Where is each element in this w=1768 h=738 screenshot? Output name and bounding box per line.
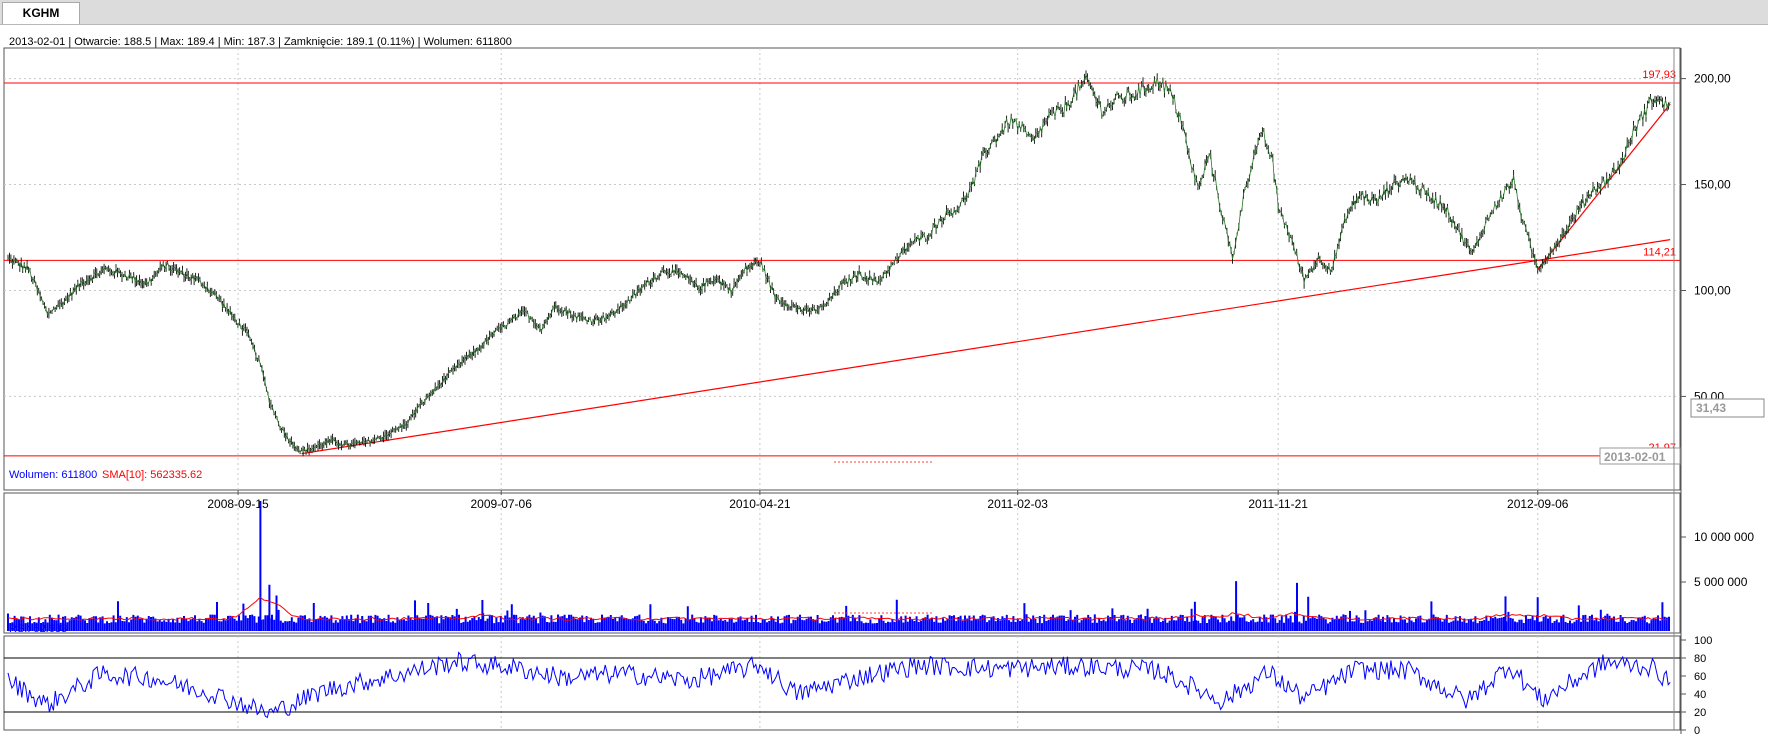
volume-bars xyxy=(7,501,1670,631)
current-value-text: 31,43 xyxy=(1696,401,1726,415)
volume-sma-line xyxy=(7,596,1669,621)
rsi-y-tick-label: 100 xyxy=(1694,635,1712,647)
x-tick-label: 2009-07-06 xyxy=(471,497,533,511)
rsi-y-tick-label: 0 xyxy=(1694,725,1700,737)
rsi-y-tick-label: 60 xyxy=(1694,671,1706,683)
volume-y-tick-label: 10 000 000 xyxy=(1694,530,1754,544)
tab-bar: KGHM xyxy=(0,0,1768,25)
sma-legend: SMA[10]: 562335.62 xyxy=(102,469,202,481)
ohlc-info: 2013-02-01 | Otwarcie: 188.5 | Max: 189.… xyxy=(9,36,512,48)
axis-ticks: 2008-09-15 2009-07-06 2010-04-21 2011-02-03… xyxy=(207,72,1754,737)
volume-y-tick-label: 5 000 000 xyxy=(1694,575,1748,589)
price-y-tick-label: 200,00 xyxy=(1694,72,1731,86)
current-date-text: 2013-02-01 xyxy=(1604,450,1666,464)
rsi-y-tick-label: 80 xyxy=(1694,653,1706,665)
rsi-legend: RSI: 52.633 xyxy=(9,623,67,635)
rsi-line xyxy=(7,651,1671,719)
price-series xyxy=(7,70,1671,457)
current-date-box xyxy=(1599,447,1681,465)
tab-kghm[interactable]: KGHM xyxy=(2,2,80,24)
volume-legend: Wolumen: 611800 xyxy=(9,469,97,481)
current-value-box xyxy=(1690,398,1765,418)
rsi-panel-frame xyxy=(3,635,1681,731)
x-tick-label: 2011-11-21 xyxy=(1248,497,1308,511)
volume-series xyxy=(7,501,1670,631)
horizontal-level-label: 197,93 xyxy=(1642,69,1676,81)
price-panel-frame xyxy=(3,47,1681,491)
x-tick-label: 2010-04-21 xyxy=(729,497,791,511)
price-y-tick-label: 150,00 xyxy=(1694,178,1731,192)
x-tick-label: 2011-02-03 xyxy=(987,497,1048,511)
horizontal-level-label: 114,21 xyxy=(1643,246,1676,258)
x-tick-label: 2008-09-15 xyxy=(207,497,269,511)
rsi-y-tick-label: 20 xyxy=(1694,707,1706,719)
trendline xyxy=(301,239,1671,455)
rsi-series xyxy=(7,651,1671,719)
price-y-tick-label: 100,00 xyxy=(1694,283,1731,297)
x-tick-label: 2012-09-06 xyxy=(1507,497,1569,511)
rsi-y-tick-label: 40 xyxy=(1694,689,1706,701)
price-line xyxy=(7,74,1671,454)
volume-panel-frame xyxy=(3,492,1681,634)
